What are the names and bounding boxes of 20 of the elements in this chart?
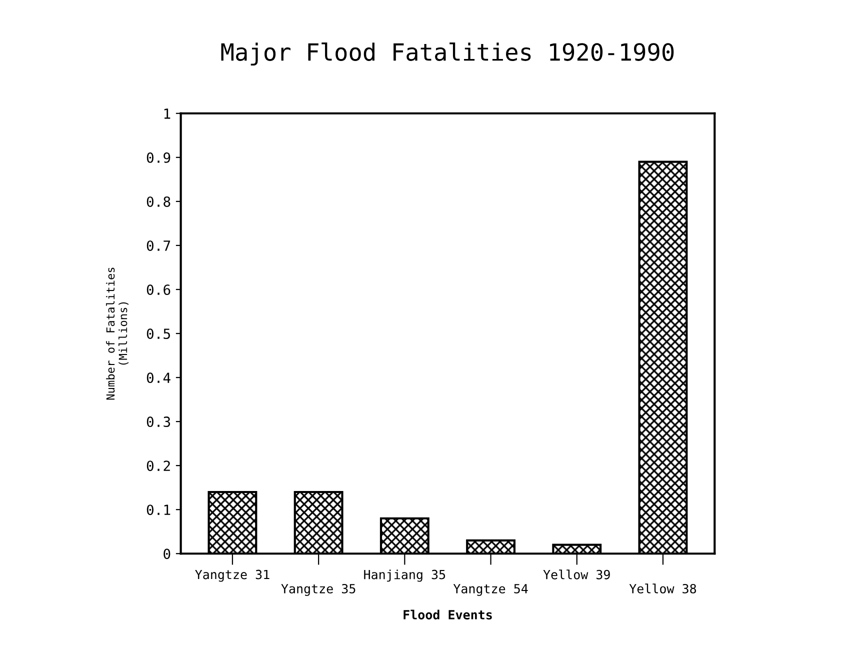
y-tick-label: 0.7 <box>146 240 170 251</box>
y-tick-label: 0.2 <box>146 460 170 472</box>
y-tick-label: 0.1 <box>146 504 170 516</box>
y-axis-title: Number of Fatalities (Millions) <box>106 268 128 400</box>
x-axis-title: Flood Events <box>404 610 492 620</box>
x-tick-label: Yangtze 31 <box>195 570 270 582</box>
chart-title: Major Flood Fatalities 1920-1990 <box>221 42 674 66</box>
y-tick-label: 0 <box>164 548 170 560</box>
x-tick-label: Yellow 39 <box>543 570 610 580</box>
x-tick-label: Hanjiang 35 <box>364 570 446 582</box>
y-tick-label: 0.5 <box>146 328 170 340</box>
y-tick-label: 0.3 <box>146 416 170 428</box>
x-tick-label: Yellow 38 <box>629 584 696 594</box>
x-tick-label: Yangtze 35 <box>281 584 356 596</box>
y-tick-label: 0.6 <box>146 284 170 295</box>
y-tick-label: 0.9 <box>146 152 170 163</box>
y-tick-label: 1 <box>164 108 170 119</box>
y-tick-label: 0.8 <box>146 196 170 207</box>
y-tick-label: 0.4 <box>146 372 170 384</box>
x-tick-label: Yangtze 54 <box>453 584 528 596</box>
